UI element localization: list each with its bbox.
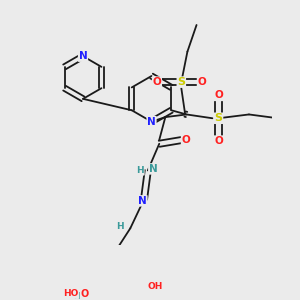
Text: H: H bbox=[117, 222, 124, 231]
Text: O: O bbox=[214, 136, 223, 146]
Text: HO: HO bbox=[63, 289, 78, 298]
Text: O: O bbox=[197, 77, 206, 87]
Text: S: S bbox=[177, 77, 185, 87]
Text: N: N bbox=[147, 117, 156, 127]
Text: O: O bbox=[182, 135, 190, 145]
Text: O: O bbox=[80, 289, 88, 299]
Text: H: H bbox=[136, 166, 144, 175]
Text: H: H bbox=[74, 292, 80, 300]
Text: S: S bbox=[214, 113, 223, 123]
Text: N: N bbox=[138, 196, 147, 206]
Text: OH: OH bbox=[147, 282, 163, 291]
Text: O: O bbox=[214, 90, 223, 100]
Text: O: O bbox=[153, 77, 161, 87]
Text: N: N bbox=[79, 51, 87, 61]
Text: N: N bbox=[149, 164, 158, 174]
